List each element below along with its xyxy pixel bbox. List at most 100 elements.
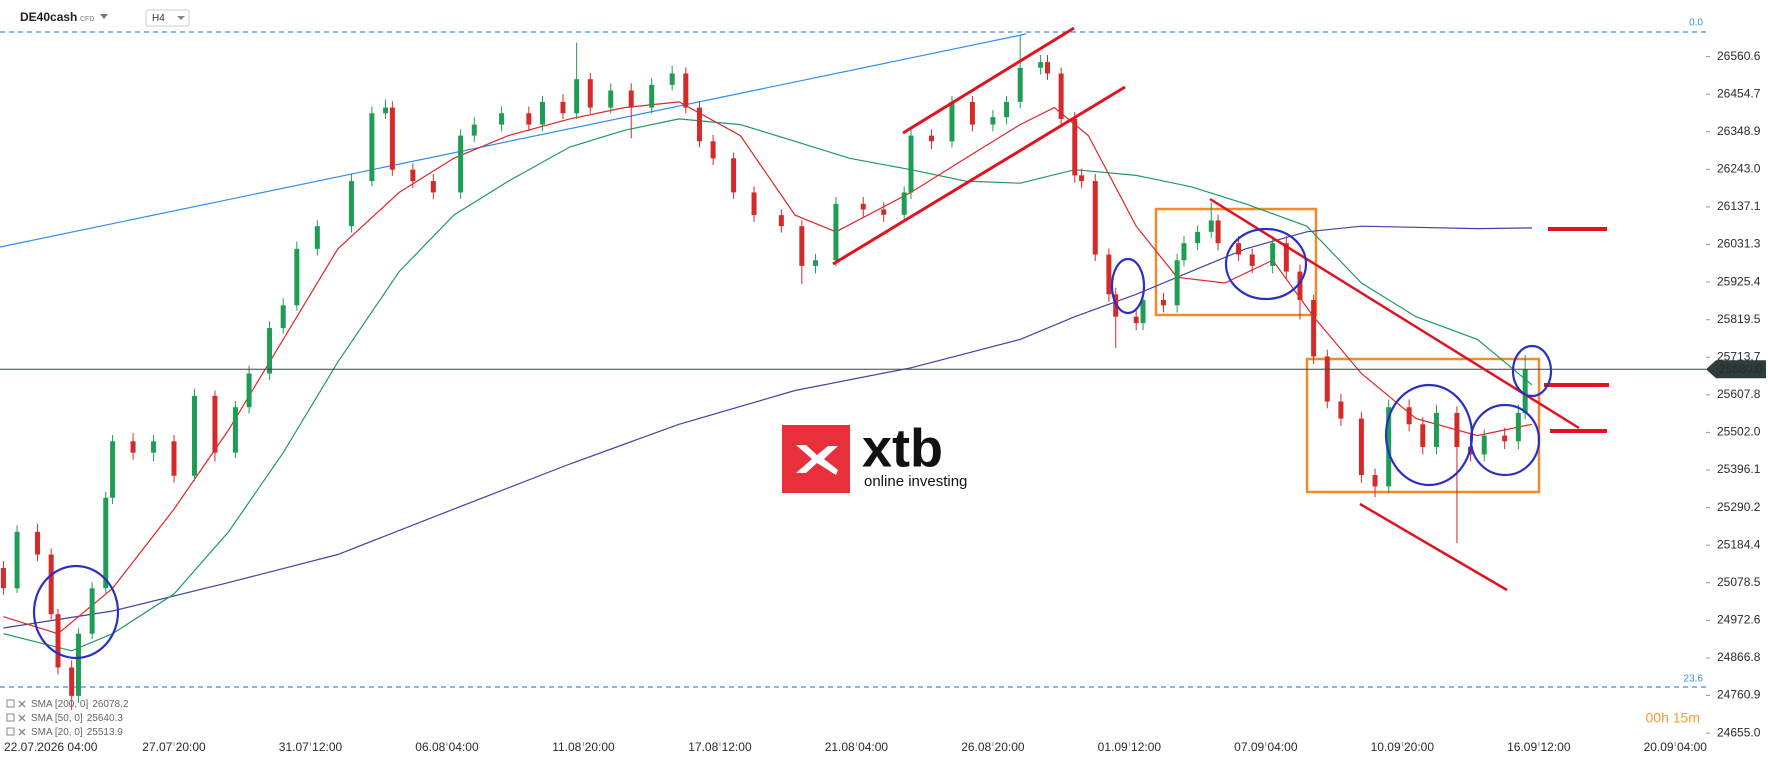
axes: 26560.6 26454.7 26348.9 26243.0 26137.1 26031… [4, 49, 1766, 754]
trend-line [1209, 197, 1580, 430]
y-tick-label: 25184.4 [1717, 537, 1761, 551]
candle-body [1174, 260, 1180, 306]
dropdown-arrow[interactable] [177, 16, 185, 20]
legend-icon [18, 714, 26, 722]
legend-icon [18, 728, 26, 736]
y-tick-label: 26454.7 [1717, 86, 1761, 100]
x-tick-label: 31.07 12:00 [279, 740, 343, 754]
y-tick-label: 26560.6 [1717, 49, 1761, 63]
candle-body [1386, 407, 1392, 487]
drawings-under [0, 31, 1706, 688]
candle-body [799, 226, 805, 266]
highlight-circle [32, 564, 120, 660]
instrument-type: CFD [80, 16, 94, 23]
candle-body [969, 101, 975, 125]
candle-body [1181, 243, 1187, 261]
legend-entry: SMA [20, 0] 25513.9 [31, 727, 123, 738]
candle-body [1515, 412, 1521, 442]
dropdown-arrow[interactable] [100, 14, 108, 19]
legend-value: 25640.3 [87, 713, 124, 724]
candle-body [833, 203, 839, 261]
candle-body [778, 215, 784, 227]
candle-body [587, 79, 593, 108]
candle-body [1079, 175, 1085, 182]
y-tick-label: 24655.0 [1717, 725, 1761, 739]
candle-body [14, 531, 20, 589]
candle-body [1283, 243, 1289, 272]
legend-icon [6, 727, 15, 736]
logo-text: xtb [862, 418, 943, 478]
candle-body [908, 135, 914, 193]
sma-line [3, 101, 1533, 635]
candle-body [560, 101, 566, 114]
candle-body [1372, 475, 1378, 487]
candle-body [499, 113, 505, 125]
range-box [1305, 357, 1541, 494]
candle-body [430, 181, 436, 193]
candle-body [1249, 254, 1255, 266]
fib-label: 23.6 [1684, 674, 1704, 685]
y-tick-label: 25607.8 [1717, 387, 1761, 401]
trend-line [0, 33, 1027, 248]
candle-body [1017, 67, 1023, 102]
x-tick-label: 27.07 20:00 [142, 740, 206, 754]
y-tick-label: 25396.1 [1717, 462, 1761, 476]
x-tick-label: 16.09 12:00 [1507, 740, 1571, 754]
candle-body [369, 113, 375, 182]
candle-body [75, 633, 81, 696]
candle-body [526, 113, 532, 125]
y-tick-label: 25078.5 [1717, 575, 1761, 589]
x-tick-label: 26.08 20:00 [961, 740, 1025, 754]
candle-body [1481, 435, 1487, 455]
y-tick-label: 26031.3 [1717, 237, 1761, 251]
countdown: 00h 15m [1646, 710, 1700, 726]
candle-body [1072, 118, 1078, 176]
y-tick-label: 25502.0 [1717, 425, 1761, 439]
symbol[interactable]: DE40cash [20, 10, 77, 24]
timeframe[interactable]: H4 [152, 13, 165, 24]
candle-body [1433, 412, 1439, 447]
candle-body [110, 441, 116, 498]
y-tick-label: 24866.8 [1717, 650, 1761, 664]
candle-body [812, 260, 818, 266]
candle-body [1208, 220, 1214, 232]
candle-body [48, 554, 54, 615]
y-tick-label: 25925.4 [1717, 274, 1761, 288]
candle-body [1454, 412, 1460, 447]
candle-body [171, 441, 177, 476]
candle-body [649, 84, 655, 108]
plot [0, 35, 1706, 711]
candle-body [471, 124, 477, 136]
candle-body [1106, 254, 1112, 295]
y-tick-label: 26243.0 [1717, 162, 1761, 176]
candle-body [55, 614, 61, 668]
y-tick-label: 24972.6 [1717, 613, 1761, 627]
candle-body [151, 441, 157, 453]
timeframe-box[interactable] [145, 9, 190, 27]
candle-body [191, 395, 197, 476]
candle-body [669, 73, 675, 85]
candle-body [1324, 356, 1330, 402]
candle-body [1038, 62, 1044, 68]
y-tick-label: 25819.5 [1717, 312, 1761, 326]
candle-body [1358, 418, 1364, 476]
legend-name: SMA [20, 0] [31, 727, 83, 738]
candle-body [860, 203, 866, 210]
candle-body [1092, 181, 1098, 255]
highlight-circle [1511, 344, 1553, 398]
candle-body [901, 192, 907, 215]
header: DE40cash CFD H4 [20, 9, 190, 27]
candle-body [280, 305, 286, 329]
candle-body [232, 407, 238, 453]
candle-body [1215, 220, 1221, 244]
candle-body [881, 209, 887, 215]
legend-icon [6, 699, 15, 708]
candle-body [212, 395, 218, 453]
channel-line [902, 26, 1075, 135]
legend-icon [6, 713, 15, 722]
legend-icon [18, 700, 26, 708]
candle-body [1236, 243, 1242, 255]
